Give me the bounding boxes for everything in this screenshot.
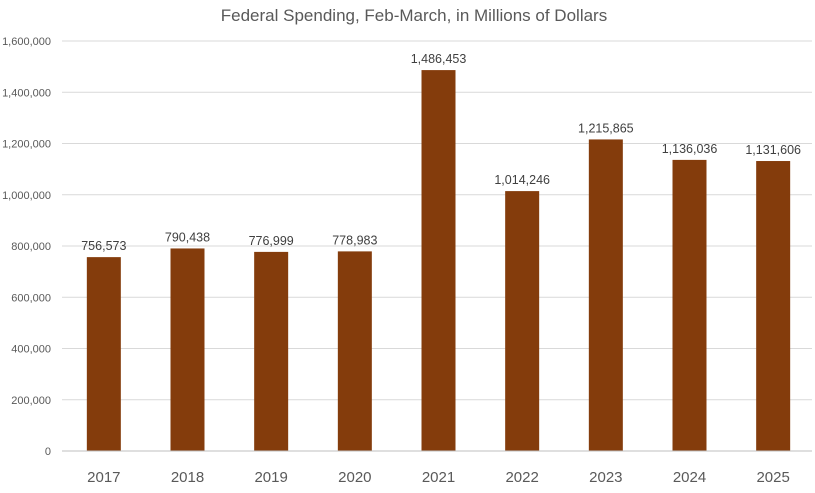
y-axis-ticks: 0 200,000 400,000 600,000 800,000 1,000,000 1,… — [2, 36, 51, 458]
bar-2018 — [170, 248, 205, 451]
bar-2022 — [505, 191, 540, 451]
data-labels: 756,573 790,438 776,999 778,983 1,486,453 1,0… — [81, 52, 801, 253]
x-tick-label: 2023 — [589, 469, 622, 486]
bar-2021 — [421, 70, 456, 451]
y-tick-label: 1,600,000 — [2, 36, 51, 48]
data-label: 790,438 — [165, 230, 210, 244]
y-tick-label: 200,000 — [11, 395, 51, 407]
x-tick-label: 2018 — [171, 469, 204, 486]
bar-2025 — [756, 161, 791, 452]
bar-2017 — [86, 257, 121, 451]
y-tick-label: 800,000 — [11, 241, 51, 253]
data-label: 1,486,453 — [411, 52, 467, 66]
x-tick-label: 2019 — [254, 469, 287, 486]
x-tick-label: 2021 — [422, 469, 455, 486]
bar-2024 — [672, 159, 707, 451]
chart-title: Federal Spending, Feb-March, in Millions… — [221, 6, 607, 25]
y-tick-label: 600,000 — [11, 292, 51, 304]
x-axis-ticks: 2017 2018 2019 2020 2021 2022 2023 2024 2025 — [87, 469, 790, 486]
y-tick-label: 400,000 — [11, 344, 51, 356]
data-label: 1,136,036 — [662, 142, 718, 156]
x-tick-label: 2017 — [87, 469, 120, 486]
y-tick-label: 0 — [45, 446, 51, 458]
data-label: 1,131,606 — [745, 143, 801, 157]
data-label: 756,573 — [81, 239, 126, 253]
x-tick-label: 2025 — [756, 469, 789, 486]
data-label: 776,999 — [249, 234, 294, 248]
x-tick-label: 2024 — [673, 469, 706, 486]
x-tick-label: 2020 — [338, 469, 371, 486]
bar-2023 — [588, 139, 623, 451]
data-label: 1,215,865 — [578, 121, 634, 135]
data-label: 1,014,246 — [494, 173, 550, 187]
bars — [86, 70, 791, 452]
y-tick-label: 1,200,000 — [2, 139, 51, 151]
y-tick-label: 1,400,000 — [2, 87, 51, 99]
bar-2019 — [254, 251, 289, 451]
bar-2020 — [337, 251, 372, 451]
x-tick-label: 2022 — [505, 469, 538, 486]
y-tick-label: 1,000,000 — [2, 190, 51, 202]
data-label: 778,983 — [332, 233, 377, 247]
